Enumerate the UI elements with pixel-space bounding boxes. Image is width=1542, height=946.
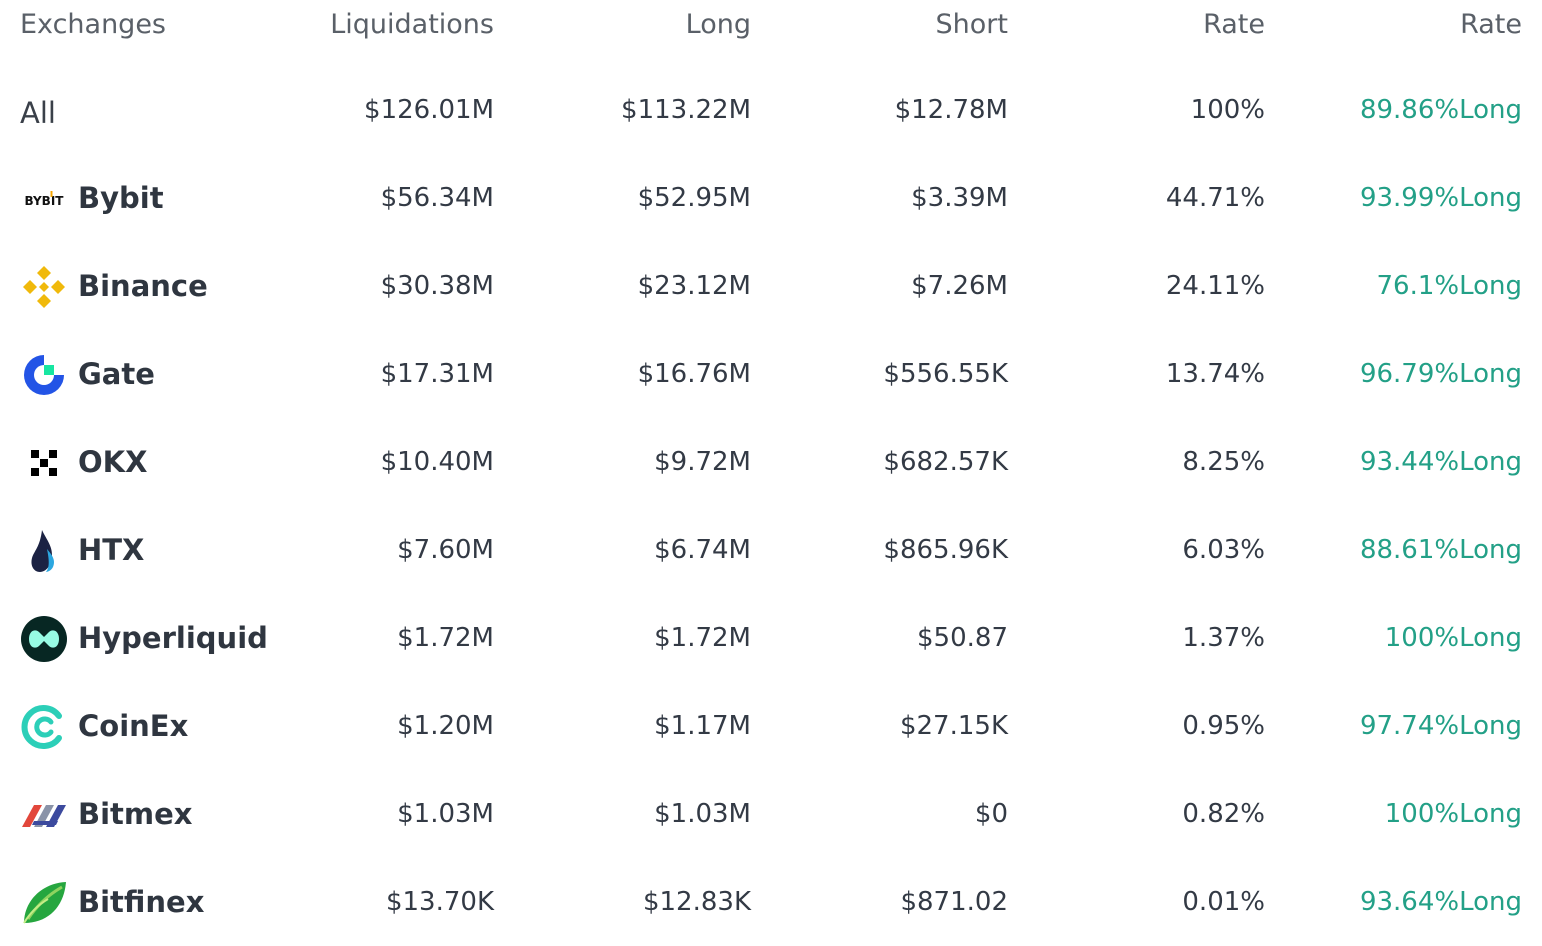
- bitmex-logo-icon: [20, 791, 68, 839]
- long-rate-value: 76.1%Long: [1376, 271, 1522, 301]
- long-value: $6.74M: [654, 535, 751, 565]
- short-value: $0: [974, 799, 1008, 829]
- liquidations-value: $1.03M: [397, 799, 494, 829]
- table-row-binance[interactable]: Binance $30.38M $23.12M $7.26M 24.11% 76…: [0, 242, 1542, 330]
- long-value: $52.95M: [637, 183, 751, 213]
- rate-value: 24.11%: [1165, 271, 1265, 301]
- long-value: $23.12M: [637, 271, 751, 301]
- exchange-name[interactable]: Binance: [78, 269, 208, 303]
- exchange-name: All: [20, 96, 56, 130]
- exchange-name[interactable]: Bitmex: [78, 797, 193, 831]
- long-value: $1.17M: [654, 711, 751, 741]
- liquidations-value: $13.70K: [385, 887, 494, 917]
- liquidations-value: $17.31M: [380, 359, 494, 389]
- liquidations-value: $56.34M: [380, 183, 494, 213]
- exchange-name[interactable]: HTX: [78, 533, 145, 567]
- header-long[interactable]: Long: [685, 9, 751, 40]
- exchange-name[interactable]: Bitfinex: [78, 885, 205, 919]
- exchange-cell: HTX: [20, 506, 310, 594]
- exchange-name[interactable]: OKX: [78, 445, 148, 479]
- rate-value: 13.74%: [1165, 359, 1265, 389]
- exchange-name[interactable]: Bybit: [78, 181, 164, 215]
- exchange-cell: OKX: [20, 418, 310, 506]
- exchange-cell: Bitmex: [20, 770, 310, 858]
- header-long-rate[interactable]: Rate: [1460, 9, 1522, 40]
- long-rate-value: 93.64%Long: [1359, 887, 1522, 917]
- long-rate-value: 88.61%Long: [1359, 535, 1522, 565]
- table-row-htx[interactable]: HTX $7.60M $6.74M $865.96K 6.03% 88.61%L…: [0, 506, 1542, 594]
- liquidations-value: $10.40M: [380, 447, 494, 477]
- liquidations-value: $7.60M: [397, 535, 494, 565]
- htx-logo-icon: [20, 527, 68, 575]
- table-row-bitfinex[interactable]: Bitfinex $13.70K $12.83K $871.02 0.01% 9…: [0, 858, 1542, 946]
- long-rate-value: 100%Long: [1384, 623, 1522, 653]
- coinex-logo-icon: [20, 703, 68, 751]
- long-rate-value: 96.79%Long: [1359, 359, 1522, 389]
- table-row-hyperliquid[interactable]: Hyperliquid $1.72M $1.72M $50.87 1.37% 1…: [0, 594, 1542, 682]
- exchange-name[interactable]: Hyperliquid: [78, 621, 268, 655]
- short-value: $556.55K: [883, 359, 1008, 389]
- table-row-all[interactable]: All $126.01M $113.22M $12.78M 100% 89.86…: [0, 66, 1542, 154]
- exchange-cell: CoinEx: [20, 682, 310, 770]
- short-value: $7.26M: [911, 271, 1008, 301]
- rate-value: 1.37%: [1182, 623, 1265, 653]
- exchange-cell: Hyperliquid: [20, 594, 310, 682]
- liquidations-value: $126.01M: [364, 95, 494, 125]
- exchange-cell: All: [20, 66, 310, 154]
- long-rate-value: 93.99%Long: [1359, 183, 1522, 213]
- table-header: Exchanges Liquidations Long Short Rate R…: [0, 0, 1542, 50]
- bybit-logo-text: BYBIT: [25, 194, 65, 208]
- long-rate-value: 97.74%Long: [1359, 711, 1522, 741]
- header-short[interactable]: Short: [935, 9, 1008, 40]
- liquidations-value: $1.20M: [397, 711, 494, 741]
- exchange-name[interactable]: CoinEx: [78, 709, 189, 743]
- header-exchanges[interactable]: Exchanges: [20, 9, 166, 40]
- table-row-gate[interactable]: Gate $17.31M $16.76M $556.55K 13.74% 96.…: [0, 330, 1542, 418]
- rate-value: 0.82%: [1182, 799, 1265, 829]
- bybit-logo-icon: BYBIT: [20, 175, 68, 223]
- table-row-bybit[interactable]: BYBIT Bybit $56.34M $52.95M $3.39M 44.71…: [0, 154, 1542, 242]
- long-rate-value: 93.44%Long: [1359, 447, 1522, 477]
- binance-logo-icon: [20, 263, 68, 311]
- short-value: $27.15K: [899, 711, 1008, 741]
- liquidations-value: $1.72M: [397, 623, 494, 653]
- rate-value: 100%: [1190, 95, 1265, 125]
- long-rate-value: 89.86%Long: [1359, 95, 1522, 125]
- long-value: $9.72M: [654, 447, 751, 477]
- short-value: $871.02: [900, 887, 1008, 917]
- short-value: $50.87: [917, 623, 1008, 653]
- header-rate[interactable]: Rate: [1203, 9, 1265, 40]
- exchange-cell: Gate: [20, 330, 310, 418]
- long-value: $113.22M: [621, 95, 751, 125]
- liquidations-value: $30.38M: [380, 271, 494, 301]
- exchange-cell: Binance: [20, 242, 310, 330]
- long-value: $1.03M: [654, 799, 751, 829]
- rate-value: 44.71%: [1165, 183, 1265, 213]
- exchange-cell: BYBIT Bybit: [20, 154, 310, 242]
- long-rate-value: 100%Long: [1384, 799, 1522, 829]
- table-row-okx[interactable]: OKX $10.40M $9.72M $682.57K 8.25% 93.44%…: [0, 418, 1542, 506]
- gate-logo-icon: [20, 351, 68, 399]
- short-value: $12.78M: [894, 95, 1008, 125]
- hyperliquid-logo-icon: [20, 615, 68, 663]
- exchange-name[interactable]: Gate: [78, 357, 155, 391]
- table-row-coinex[interactable]: CoinEx $1.20M $1.17M $27.15K 0.95% 97.74…: [0, 682, 1542, 770]
- rate-value: 0.95%: [1182, 711, 1265, 741]
- rate-value: 6.03%: [1182, 535, 1265, 565]
- long-value: $16.76M: [637, 359, 751, 389]
- long-value: $12.83K: [642, 887, 751, 917]
- long-value: $1.72M: [654, 623, 751, 653]
- rate-value: 0.01%: [1182, 887, 1265, 917]
- header-liquidations[interactable]: Liquidations: [330, 9, 494, 40]
- table-row-bitmex[interactable]: Bitmex $1.03M $1.03M $0 0.82% 100%Long: [0, 770, 1542, 858]
- short-value: $682.57K: [883, 447, 1008, 477]
- exchange-cell: Bitfinex: [20, 858, 310, 946]
- okx-logo-icon: [20, 439, 68, 487]
- short-value: $865.96K: [883, 535, 1008, 565]
- short-value: $3.39M: [911, 183, 1008, 213]
- rate-value: 8.25%: [1182, 447, 1265, 477]
- bitfinex-logo-icon: [20, 879, 68, 927]
